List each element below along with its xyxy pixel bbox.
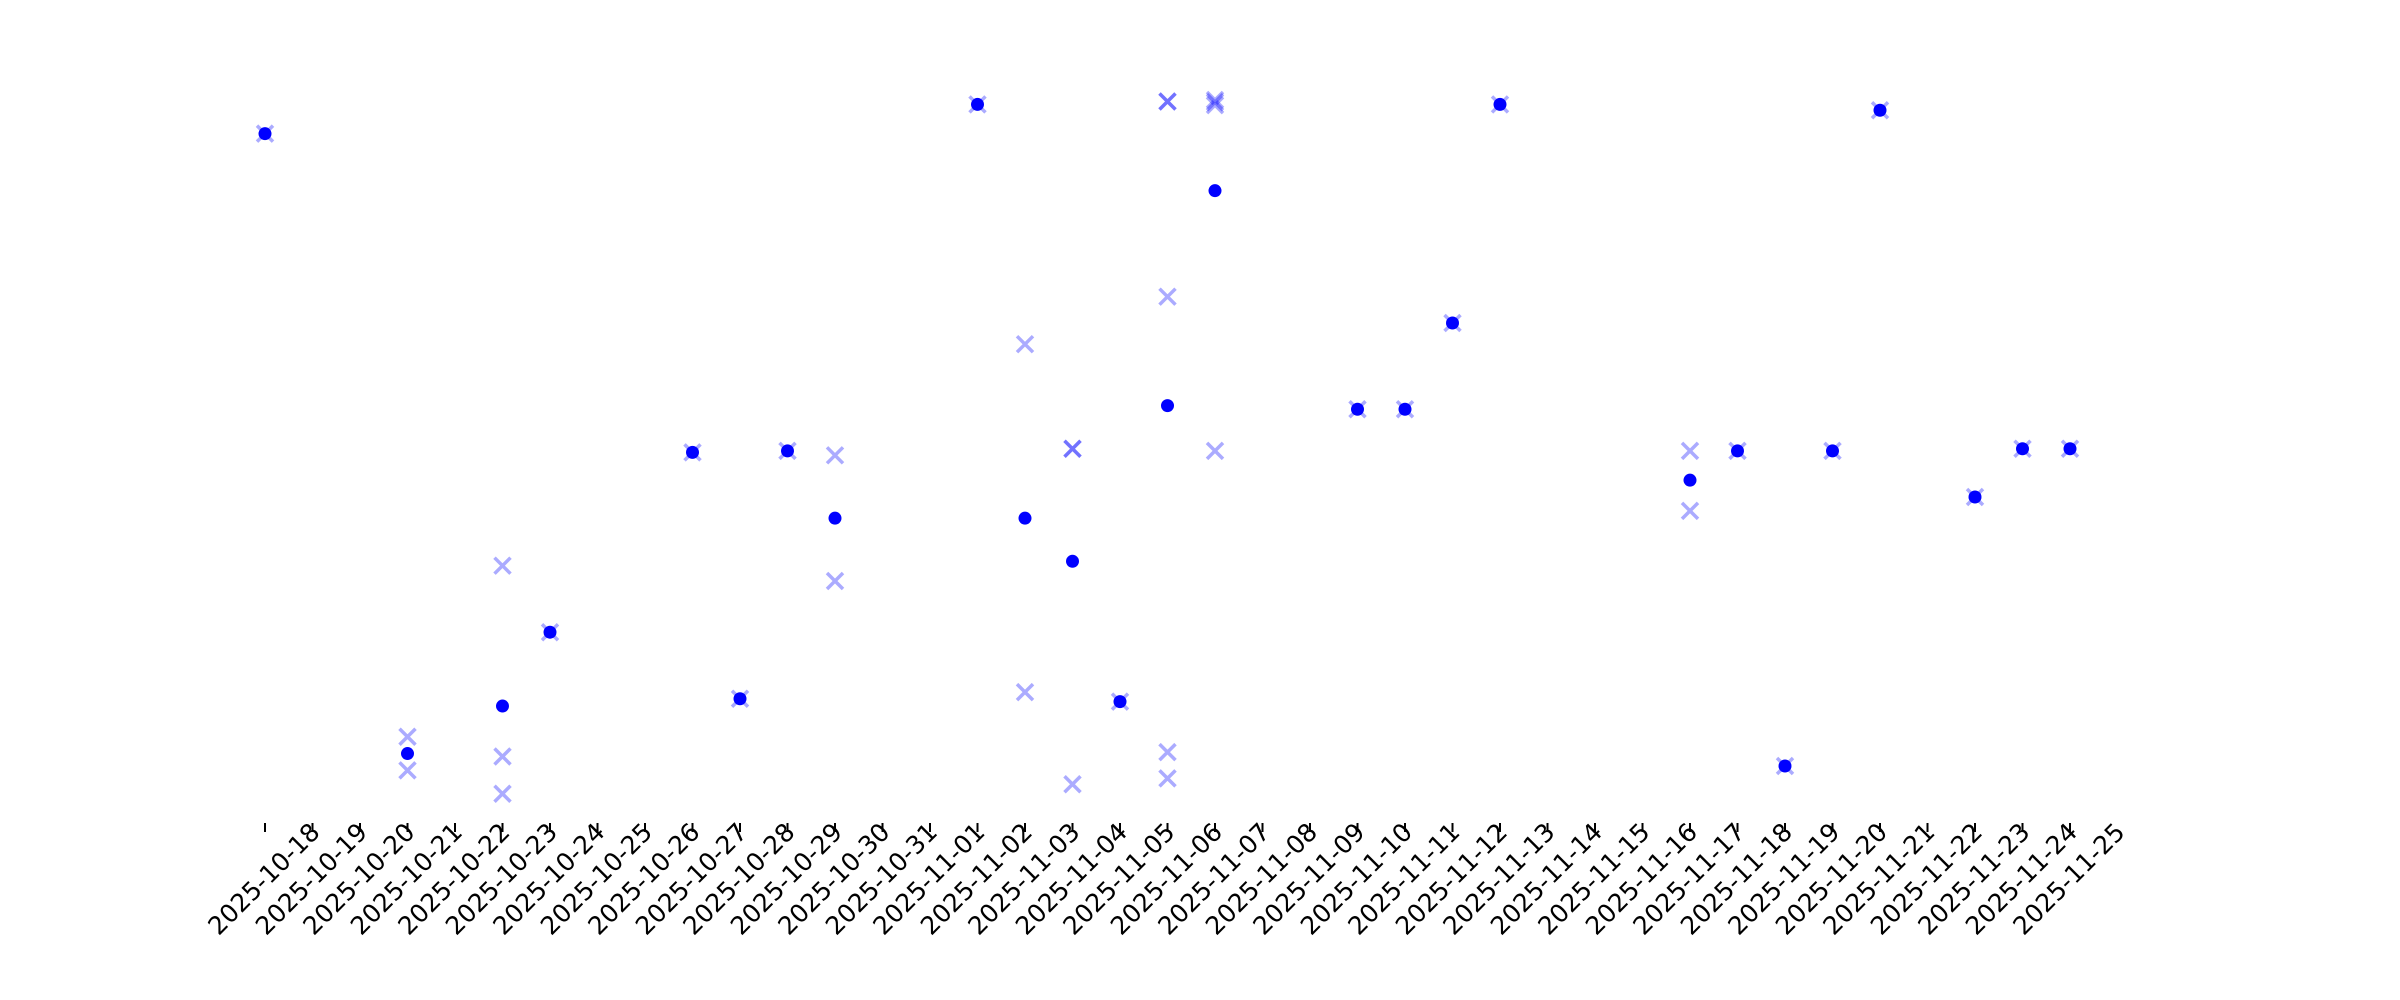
point-marker — [1968, 490, 1982, 504]
cross-marker — [1205, 95, 1225, 115]
point-marker — [971, 97, 984, 111]
cross-marker — [493, 747, 512, 766]
x-axis: 2025-10-182025-10-192025-10-202025-10-21… — [202, 817, 2130, 940]
point-marker — [733, 692, 747, 706]
cross-marker — [1158, 92, 1177, 111]
point-marker — [1018, 511, 1032, 525]
cross-marker — [398, 761, 417, 780]
cross-marker — [825, 446, 845, 465]
cross-marker — [1158, 769, 1177, 788]
cross-marker — [1205, 90, 1225, 110]
point-marker — [686, 445, 699, 459]
cross-marker — [1015, 682, 1035, 702]
cross-marker — [1680, 441, 1700, 461]
point-marker — [828, 511, 842, 525]
point-marker — [2016, 442, 2029, 456]
point-marker — [2063, 442, 2077, 456]
cross-marker — [1205, 92, 1225, 112]
cross-marker — [493, 556, 512, 575]
point-marker — [496, 699, 509, 713]
point-marker — [1351, 402, 1364, 416]
point-marker — [543, 625, 557, 639]
cross-marker — [1158, 287, 1177, 306]
cross-marker — [1063, 439, 1082, 458]
cross-marker — [825, 571, 845, 591]
point-marker — [1208, 184, 1222, 198]
cross-marker — [1205, 441, 1225, 461]
cross-marker — [1680, 501, 1700, 521]
cross-marker — [1063, 439, 1082, 458]
cross-marker — [493, 784, 512, 803]
point-marker — [1066, 554, 1079, 568]
point-marker — [258, 127, 272, 141]
point-marker — [1731, 444, 1744, 458]
cross-marker — [1158, 92, 1177, 111]
point-marker — [1161, 399, 1174, 413]
point-marker — [1113, 695, 1127, 709]
point-marker — [1398, 402, 1412, 416]
point-marker — [1683, 473, 1697, 487]
point-marker — [401, 747, 414, 761]
point-marker — [1493, 97, 1507, 111]
cross-markers — [255, 90, 2080, 803]
cross-marker — [1158, 742, 1177, 762]
point-marker — [781, 444, 794, 458]
point-marker — [1826, 444, 1839, 458]
cross-marker — [1063, 775, 1082, 794]
cross-marker — [398, 727, 417, 746]
point-marker — [1778, 759, 1792, 773]
point-markers — [258, 97, 2077, 773]
cross-marker — [1015, 334, 1035, 354]
point-marker — [1873, 103, 1887, 117]
point-marker — [1446, 316, 1459, 330]
